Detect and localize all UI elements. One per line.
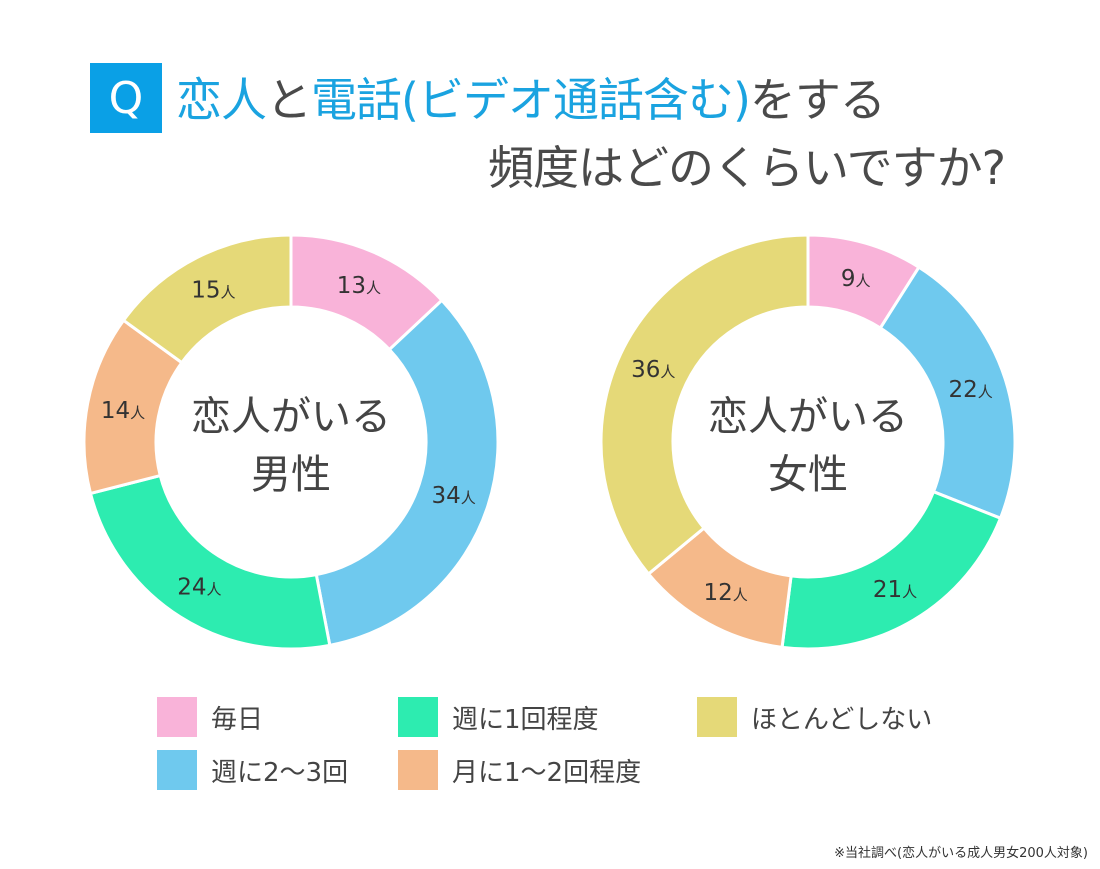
donut-slice bbox=[88, 473, 332, 651]
legend-item-weekly-once: 週に1回程度 bbox=[398, 697, 599, 737]
donut-slice bbox=[314, 298, 500, 648]
donut-center-label: 男性 bbox=[251, 452, 331, 498]
legend-swatch bbox=[157, 697, 197, 737]
legend-swatch bbox=[398, 750, 438, 790]
donut-center-label: 恋人がいる bbox=[708, 394, 908, 440]
donut-center-label: 恋人がいる bbox=[191, 394, 391, 440]
legend-item-rarely: ほとんどしない bbox=[697, 697, 932, 737]
title-line-2: 頻度はどのくらいですか? bbox=[487, 141, 1006, 195]
title-part: をする bbox=[749, 73, 886, 127]
donut-slice bbox=[599, 233, 810, 577]
donut-slice bbox=[121, 233, 293, 365]
legend-item-daily: 毎日 bbox=[157, 697, 263, 737]
legend-label: 月に1〜2回程度 bbox=[452, 757, 642, 788]
title-part: 電話(ビデオ通話含む) bbox=[311, 73, 751, 127]
footnote: ※当社調べ(恋人がいる成人男女200人対象) bbox=[834, 846, 1088, 861]
legend-swatch bbox=[157, 750, 197, 790]
legend-label: 毎日 bbox=[211, 704, 264, 735]
legend-item-monthly: 月に1〜2回程度 bbox=[398, 750, 641, 790]
legend-swatch bbox=[398, 697, 438, 737]
legend-label: 週に2〜3回 bbox=[211, 757, 349, 788]
legend-swatch bbox=[697, 697, 737, 737]
title-line-1: 恋人と電話(ビデオ通話含む)をする bbox=[176, 64, 886, 130]
q-badge: Q bbox=[90, 63, 162, 133]
legend-label: ほとんどしない bbox=[751, 704, 933, 735]
legend-label: 週に1回程度 bbox=[452, 704, 599, 735]
slice-value-label: 22人 bbox=[948, 377, 992, 403]
legend-item-weekly-2-3: 週に2〜3回 bbox=[157, 750, 348, 790]
donut-center-label: 女性 bbox=[768, 452, 848, 498]
title-part: と bbox=[266, 73, 312, 127]
slice-value-label: 14人 bbox=[101, 398, 145, 424]
slice-value-label: 36人 bbox=[631, 357, 675, 383]
donut-slice bbox=[780, 489, 1003, 651]
title-part: 恋人 bbox=[176, 73, 267, 127]
